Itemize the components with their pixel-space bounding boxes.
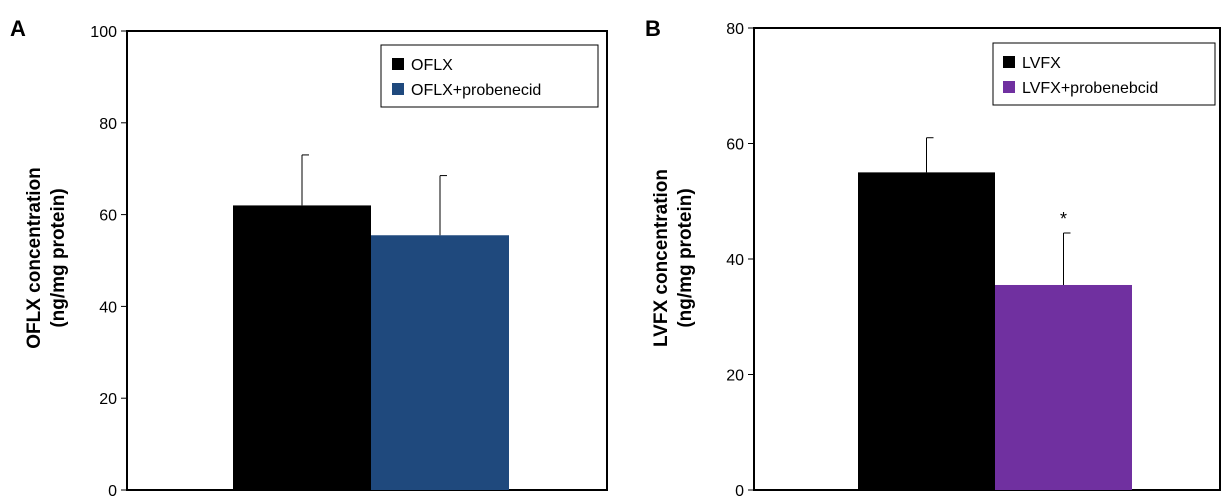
ytick-label: 80 <box>99 116 117 133</box>
panel-b-ytick: 60 <box>726 137 754 154</box>
ytick-label: 80 <box>726 21 744 38</box>
panel-a-legend: OFLX OFLX+probenecid <box>380 44 599 108</box>
panel-a-legend-box <box>380 44 599 108</box>
panel-a-bar-oflx-probenecid <box>371 235 509 490</box>
panel-a-legend-label-oflx-probenecid: OFLX+probenecid <box>411 82 541 99</box>
panel-b-ylabel-line1: LVFX concentration <box>651 169 672 347</box>
panel-b-legend-swatch-lvfx-probenebcid <box>1003 81 1015 93</box>
panel-b-label: B <box>645 16 661 41</box>
panel-a-ytick: 100 <box>90 24 127 41</box>
panel-a-ylabel-line1: OFLX concentration <box>24 167 45 349</box>
panel-a-ytick: 60 <box>99 208 127 225</box>
panel-b-bar-lvfx-probenebcid <box>995 284 1132 490</box>
panel-b-ytick: 80 <box>726 21 754 38</box>
panel-b-significance-asterisk: * <box>1060 209 1067 229</box>
panel-b-bars <box>858 172 1132 490</box>
panel-b-legend-label-lvfx: LVFX <box>1022 55 1061 72</box>
ytick-label: 60 <box>99 208 117 225</box>
panel-a-errorbar-oflx-probenecid <box>439 175 447 236</box>
ytick-label: 0 <box>735 483 744 497</box>
ytick-label: 20 <box>726 368 744 385</box>
ytick-label: 20 <box>99 391 117 408</box>
panel-a-bars <box>233 205 509 491</box>
panel-b-ytick: 20 <box>726 368 754 385</box>
panel-a-legend-label-oflx: OFLX <box>411 57 453 74</box>
ytick-label: 40 <box>99 299 117 316</box>
ytick-label: 100 <box>90 24 117 41</box>
panel-a-ytick: 80 <box>99 116 127 133</box>
chart-panel-b: B LVFX concentration (ng/mg protein) * 0… <box>645 16 1221 497</box>
ytick-label: 0 <box>108 483 117 497</box>
panel-a-ytick: 0 <box>108 483 127 497</box>
panel-b-legend-swatch-lvfx <box>1003 56 1015 68</box>
panel-b-y-axis: 0 20 40 60 80 <box>726 21 754 497</box>
panel-a-errorbar-oflx <box>301 154 309 206</box>
ytick-label: 60 <box>726 137 744 154</box>
chart-panel-a: A OFLX concentration (ng/mg protein) 0 2… <box>10 16 608 497</box>
panel-a-ylabel-line2: (ng/mg protein) <box>48 188 69 327</box>
panel-b-ytick: 0 <box>735 483 754 497</box>
panel-a-bar-oflx <box>233 205 371 491</box>
panel-b-ytick: 40 <box>726 252 754 269</box>
panel-a-ytick: 40 <box>99 299 127 316</box>
panel-a-label: A <box>10 16 26 41</box>
panel-b-errorbar-lvfx-probenebcid <box>1063 232 1071 285</box>
panel-b-error-bars <box>926 137 1071 285</box>
panel-b-legend: LVFX LVFX+probenebcid <box>992 42 1216 106</box>
panel-b-errorbar-lvfx <box>926 137 934 173</box>
panel-a-y-axis: 0 20 40 60 80 100 <box>90 24 127 497</box>
panel-b-ylabel-line2: (ng/mg protein) <box>675 188 696 327</box>
panel-a-legend-swatch-oflx-probenecid <box>392 83 404 95</box>
panel-b-legend-box <box>992 42 1216 106</box>
panel-a-error-bars <box>301 154 447 236</box>
panel-b-legend-label-lvfx-probenebcid: LVFX+probenebcid <box>1022 80 1158 97</box>
panel-a-legend-swatch-oflx <box>392 58 404 70</box>
panel-b-bar-lvfx <box>858 172 995 490</box>
ytick-label: 40 <box>726 252 744 269</box>
panel-a-ytick: 20 <box>99 391 127 408</box>
